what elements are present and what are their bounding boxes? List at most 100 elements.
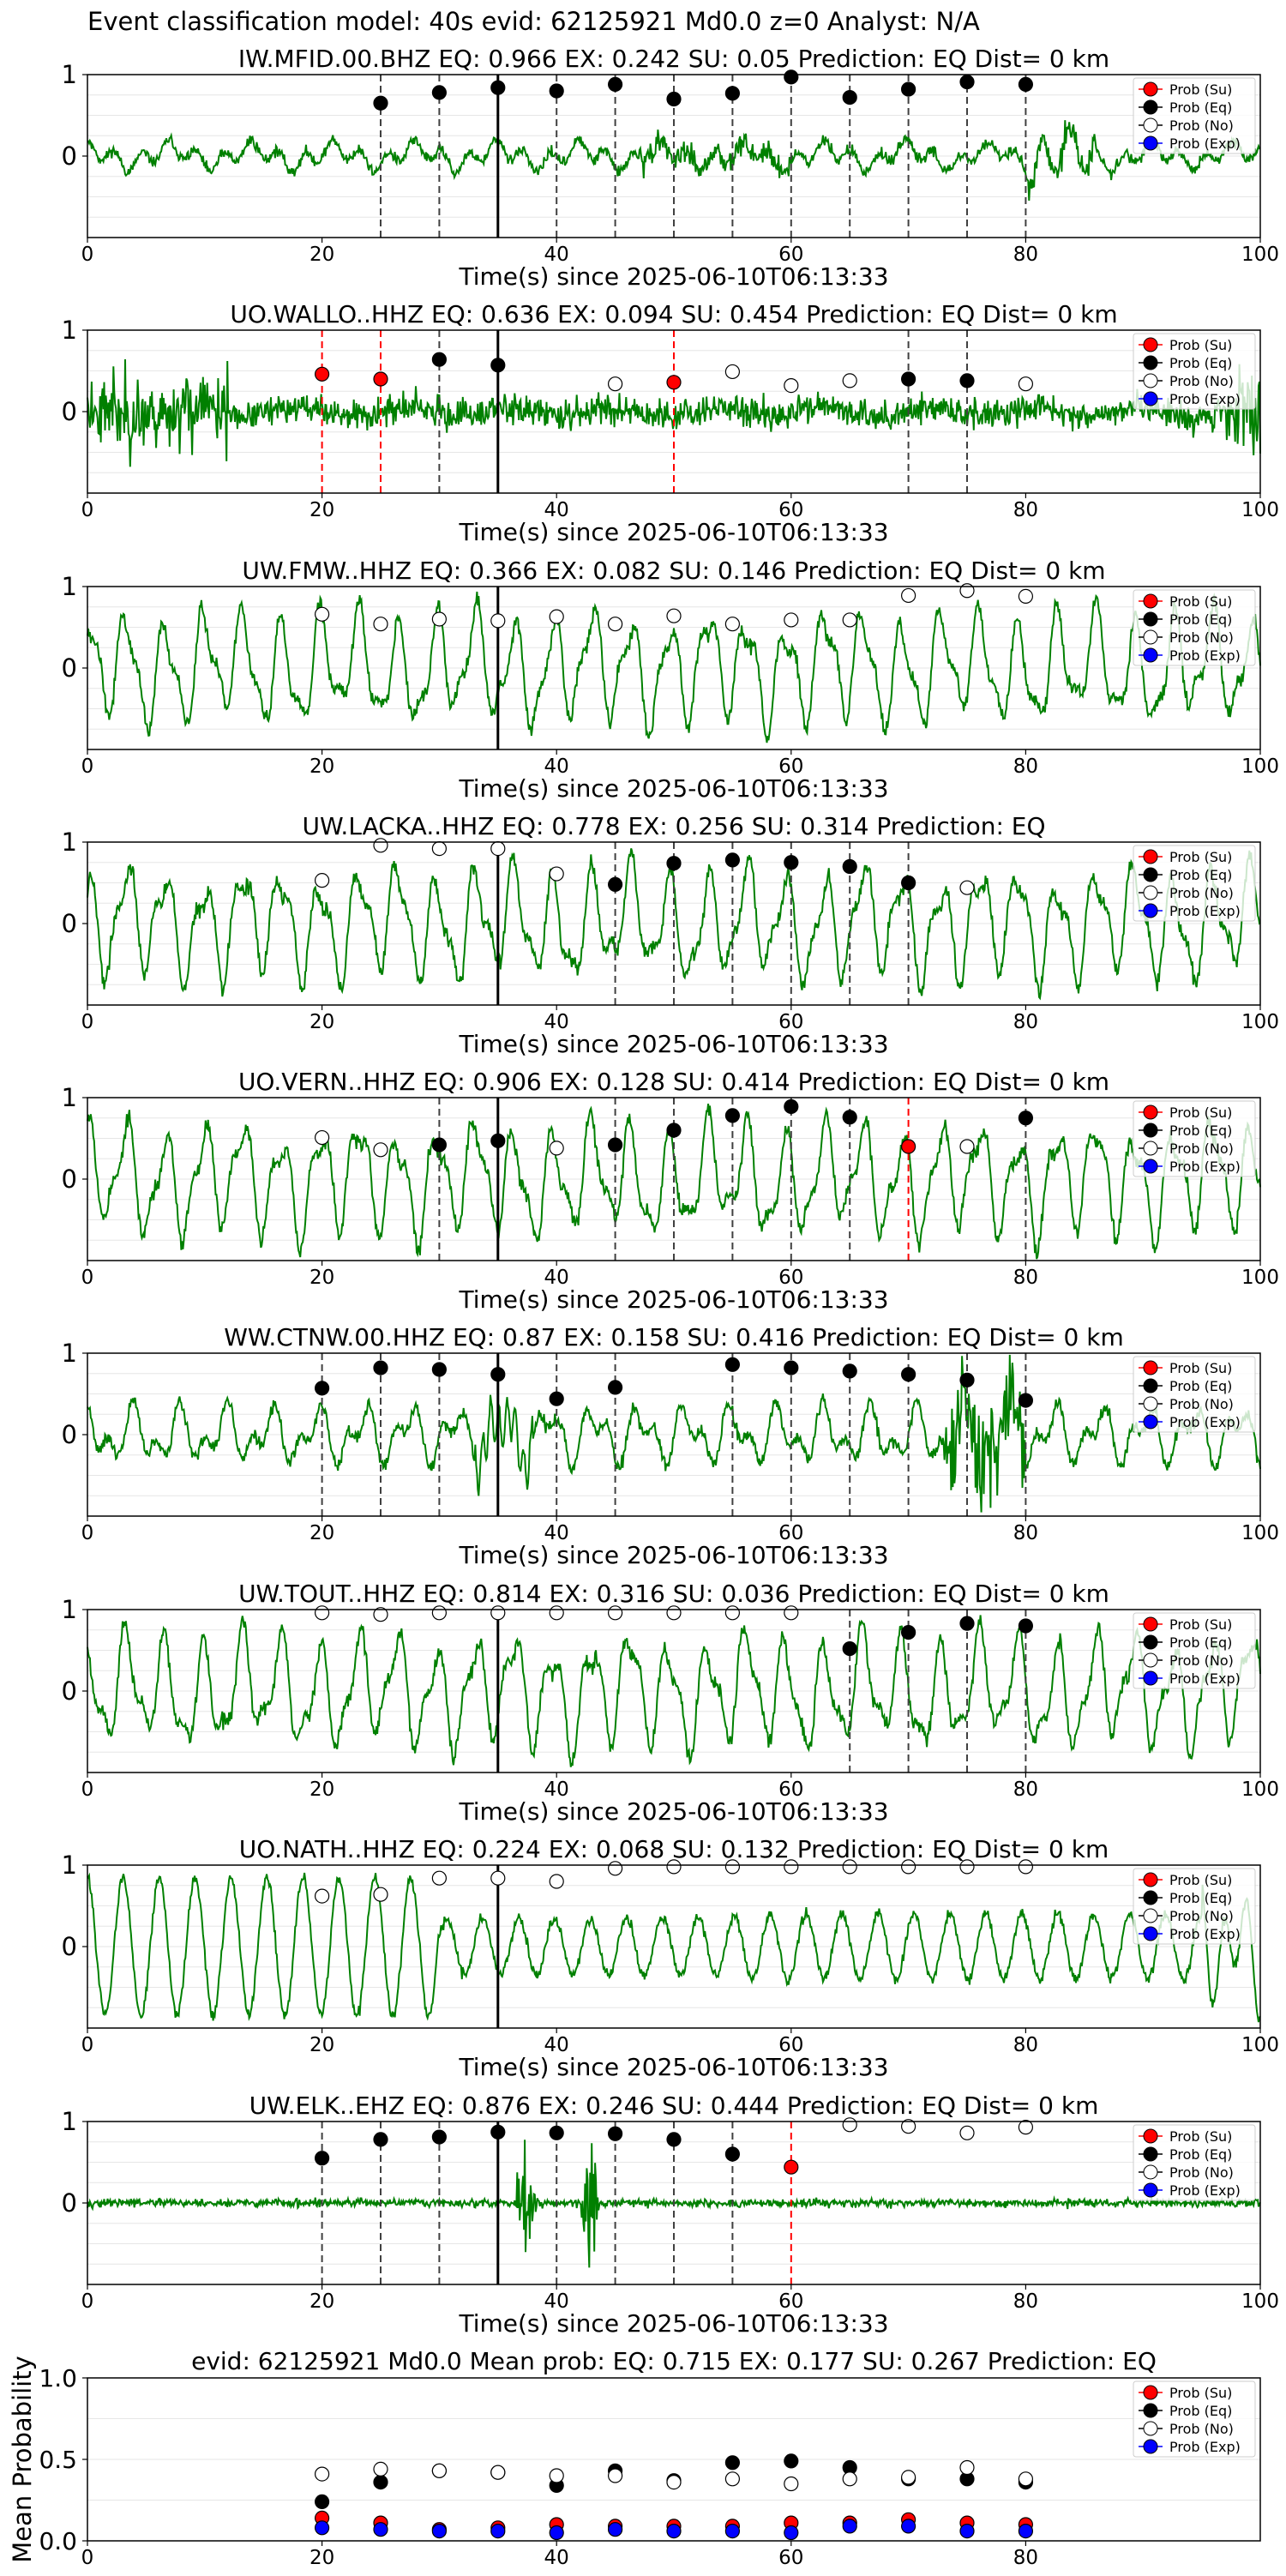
seismogram-trace (87, 1615, 1261, 1767)
mean-prob-point-exp (784, 2525, 799, 2541)
prob-point-eq (431, 1362, 448, 1377)
xtick-label: 0 (81, 1011, 94, 1033)
xtick-label: 100 (1241, 1011, 1279, 1033)
prob-point-no (724, 1859, 741, 1875)
legend-marker-eq (1143, 2403, 1158, 2418)
legend-marker-no (1143, 885, 1158, 900)
panel-title: UW.TOUT..HHZ EQ: 0.814 EX: 0.316 SU: 0.0… (238, 1580, 1109, 1608)
prob-point-su (666, 375, 682, 390)
prob-point-eq (549, 83, 564, 99)
mean-prob-point-no (431, 2463, 448, 2478)
prob-point-eq (490, 1133, 506, 1148)
mean-prob-point-exp (1018, 2524, 1034, 2539)
legend-label-eq: Prob (Eq) (1169, 1890, 1232, 1906)
mean-prob-point-no (842, 2471, 857, 2487)
prob-point-eq (784, 855, 799, 870)
ytick-label: 1 (62, 1595, 77, 1624)
ytick-label: 0 (62, 909, 77, 938)
xtick-label: 60 (778, 1779, 803, 1801)
seismogram-trace (87, 848, 1261, 1001)
xtick-label: 20 (309, 1522, 334, 1544)
xtick-label: 40 (544, 2034, 569, 2056)
prob-point-eq (784, 69, 799, 85)
ytick-label: 0.5 (39, 2446, 77, 2474)
prob-point-no (315, 1605, 330, 1621)
prob-point-no (842, 2117, 857, 2133)
ytick-label: 0 (62, 2188, 77, 2218)
mean-prob-point-exp (373, 2522, 388, 2537)
legend-marker-no (1143, 1141, 1158, 1156)
mean-prob-point-eq (724, 2455, 741, 2471)
prob-point-no (549, 609, 564, 624)
prob-point-su (784, 2159, 799, 2175)
legend-marker-eq (1143, 1634, 1158, 1650)
legend-label-eq: Prob (Eq) (1169, 2403, 1232, 2419)
legend-label-exp: Prob (Exp) (1169, 903, 1241, 919)
legend-box (1133, 2124, 1256, 2201)
prob-point-eq (1018, 1618, 1034, 1634)
prob-point-no (1018, 2120, 1034, 2135)
xaxis-label: Time(s) since 2025-06-10T06:13:33 (458, 1030, 888, 1058)
prob-point-no (959, 1139, 975, 1154)
prob-point-eq (900, 81, 916, 97)
xtick-label: 0 (81, 1267, 94, 1289)
legend-marker-su (1143, 2385, 1158, 2400)
prob-point-no (959, 583, 975, 599)
prob-point-no (549, 866, 564, 882)
prob-point-no (315, 1888, 330, 1904)
panel-title: UO.VERN..HHZ EQ: 0.906 EX: 0.128 SU: 0.4… (238, 1068, 1109, 1096)
mean-prob-point-exp (607, 2522, 623, 2537)
mean-prob-point-no (784, 2476, 799, 2492)
prob-point-no (724, 1605, 741, 1621)
prob-point-no (431, 1870, 448, 1886)
prob-point-no (431, 611, 448, 627)
xtick-label: 0 (81, 2034, 94, 2056)
panel-2: UO.WALLO..HHZ EQ: 0.636 EX: 0.094 SU: 0.… (62, 300, 1279, 546)
legend-marker-su (1143, 1360, 1158, 1375)
xtick-label: 60 (778, 244, 803, 266)
prob-point-eq (724, 86, 741, 101)
legend-label-exp: Prob (Exp) (1169, 1414, 1241, 1430)
prob-point-no (959, 880, 975, 895)
panel-title: UO.WALLO..HHZ EQ: 0.636 EX: 0.094 SU: 0.… (230, 300, 1117, 328)
legend-marker-eq (1143, 1378, 1158, 1393)
legend-box (1133, 1356, 1256, 1433)
xtick-label: 80 (1013, 1267, 1038, 1289)
panel-7: UW.TOUT..HHZ EQ: 0.814 EX: 0.316 SU: 0.0… (62, 1580, 1279, 1826)
figure-suptitle: Event classification model: 40s evid: 62… (87, 7, 980, 36)
legend-marker-eq (1143, 867, 1158, 882)
legend-label-su: Prob (Su) (1169, 81, 1232, 98)
ytick-label: 0 (62, 1932, 77, 1961)
xtick-label: 80 (1013, 499, 1038, 521)
panel-1: IW.MFID.00.BHZ EQ: 0.966 EX: 0.242 SU: 0… (62, 45, 1279, 291)
mean-prob-point-no (666, 2475, 682, 2490)
prob-point-eq (666, 856, 682, 871)
ytick-label: 1 (62, 2107, 77, 2136)
prob-point-eq (784, 1098, 799, 1115)
legend-label-no: Prob (No) (1169, 1141, 1234, 1157)
legend-marker-eq (1143, 355, 1158, 370)
xtick-label: 100 (1241, 499, 1279, 521)
legend-marker-exp (1143, 2439, 1158, 2454)
prob-point-no (373, 838, 388, 853)
mean-prob-point-no (315, 2466, 330, 2482)
legend-marker-exp (1143, 1414, 1158, 1429)
prob-point-eq (959, 1616, 975, 1631)
prob-point-no (373, 1607, 388, 1622)
ytick-label: 1 (62, 572, 77, 601)
prob-point-eq (607, 2126, 623, 2141)
legend-marker-su (1143, 849, 1158, 864)
xtick-label: 20 (309, 2547, 334, 2569)
xtick-label: 40 (544, 755, 569, 778)
xtick-label: 40 (544, 1011, 569, 1033)
xtick-label: 80 (1013, 2290, 1038, 2313)
legend-marker-su (1143, 81, 1158, 97)
panel-10: evid: 62125921 Md0.0 Mean prob: EQ: 0.71… (8, 2347, 1261, 2569)
xtick-label: 80 (1013, 755, 1038, 778)
panel-title: IW.MFID.00.BHZ EQ: 0.966 EX: 0.242 SU: 0… (238, 45, 1109, 73)
prob-point-no (959, 1859, 975, 1875)
prob-point-eq (784, 1360, 799, 1375)
legend-label-eq: Prob (Eq) (1169, 355, 1232, 371)
legend-box (1133, 1868, 1256, 1945)
